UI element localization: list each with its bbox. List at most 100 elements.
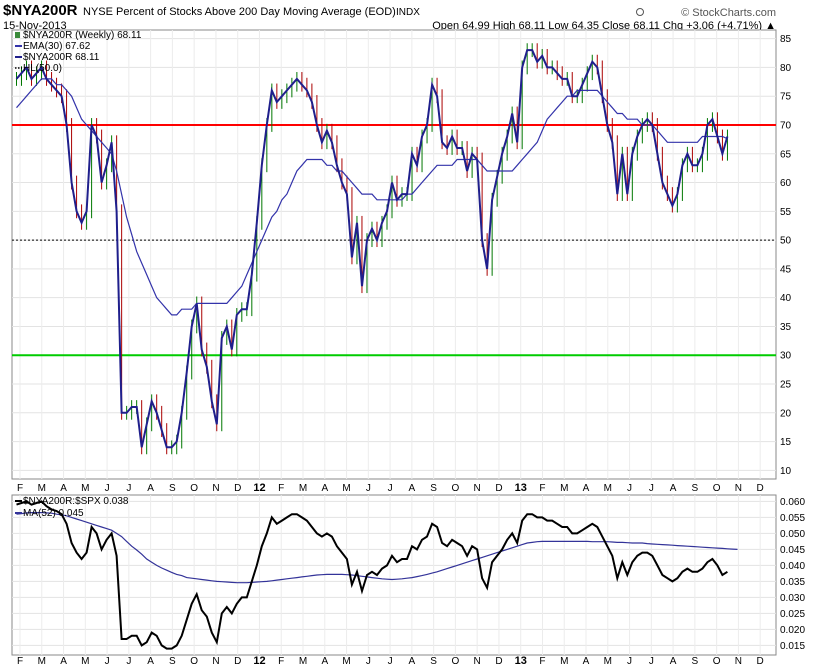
lower-x-tick-label: A — [670, 656, 677, 667]
main-y-tick-label: 85 — [780, 34, 792, 45]
legend-line: $NYA200R 68.11 — [23, 52, 100, 63]
main-x-tick-label: N — [474, 483, 481, 494]
lower-x-tick-label: N — [474, 656, 481, 667]
lower-x-tick-label: J — [388, 656, 393, 667]
ratio-line — [16, 500, 728, 650]
chart-exchange: INDX — [396, 7, 420, 18]
lower-x-tick-label: A — [60, 656, 67, 667]
lower-legend: $NYA200R:$SPX 0.038 MA(52) 0.045 — [15, 496, 129, 519]
lower-x-tick-label: 13 — [515, 655, 527, 667]
lower-y-tick-label: 0.055 — [780, 513, 805, 524]
lower-x-tick-label: F — [278, 656, 284, 667]
lower-x-tick-label: M — [604, 656, 612, 667]
main-x-tick-label: O — [713, 483, 721, 494]
main-x-axis: F M A M J J A S O N D 12 F M A M J J A S O N D 13 F M A M J J A S O N D — [17, 482, 764, 494]
main-x-tick-label: J — [366, 483, 371, 494]
lower-x-tick-label: 12 — [253, 655, 265, 667]
lower-x-tick-label: N — [735, 656, 742, 667]
main-x-tick-label: D — [234, 483, 241, 494]
main-x-tick-label: N — [212, 483, 219, 494]
main-x-tick-label: A — [409, 483, 416, 494]
lower-x-tick-label: O — [190, 656, 198, 667]
lower-y-tick-label: 0.025 — [780, 609, 805, 620]
chart-description: NYSE Percent of Stocks Above 200 Day Mov… — [83, 6, 396, 18]
main-x-tick-label: S — [169, 483, 176, 494]
main-x-tick-label: J — [649, 483, 654, 494]
main-x-tick-label: M — [38, 483, 46, 494]
lower-y-tick-label: 0.035 — [780, 577, 805, 588]
legend-ema: EMA(30) 67.62 — [23, 41, 91, 52]
main-x-tick-label: F — [539, 483, 545, 494]
lower-x-tick-label: A — [409, 656, 416, 667]
main-y-tick-label: 40 — [780, 293, 792, 304]
main-y-tick-label: 35 — [780, 322, 792, 333]
legend-ma: MA(52) 0.045 — [23, 508, 84, 519]
main-y-tick-label: 15 — [780, 437, 792, 448]
main-y-tick-label: 25 — [780, 380, 792, 391]
chart-date: 15-Nov-2013 — [3, 20, 67, 32]
lower-x-tick-label: S — [169, 656, 176, 667]
main-y-tick-label: 65 — [780, 149, 792, 160]
quote-line: Open 64.99 High 68.11 Low 64.35 Close 68… — [432, 20, 776, 32]
lower-x-tick-label: M — [38, 656, 46, 667]
price-line — [15, 49, 729, 449]
main-panel-frame — [11, 29, 777, 480]
lower-x-tick-label: S — [430, 656, 437, 667]
main-y-tick-label: 55 — [780, 207, 792, 218]
lower-x-axis: F M A M J J A S O N D 12 F M A M J J A S O N D 13 F M A M J J A S O N D — [17, 655, 764, 667]
main-y-tick-label: 45 — [780, 264, 792, 275]
lower-x-tick-label: O — [713, 656, 721, 667]
main-x-tick-label: A — [583, 483, 590, 494]
main-x-tick-label: 12 — [253, 482, 265, 494]
lower-y-tick-label: 0.040 — [780, 561, 805, 572]
lower-grid — [12, 500, 776, 646]
lower-y-tick-label: 0.020 — [780, 625, 805, 636]
lower-x-tick-label: M — [299, 656, 307, 667]
legend-hl: HL(50.0) — [23, 63, 62, 74]
lower-x-tick-label: N — [212, 656, 219, 667]
main-x-tick-label: F — [17, 483, 23, 494]
lower-vertical-grid — [19, 495, 761, 655]
main-y-tick-label: 60 — [780, 178, 792, 189]
lower-y-axis: 0.015 0.020 0.025 0.030 0.035 0.040 0.045 0.050… — [780, 497, 805, 652]
main-x-tick-label: A — [670, 483, 677, 494]
main-y-tick-label: 80 — [780, 63, 792, 74]
lower-y-tick-label: 0.060 — [780, 497, 805, 508]
lower-x-tick-label: J — [649, 656, 654, 667]
lower-x-tick-label: J — [126, 656, 131, 667]
lower-x-tick-label: D — [234, 656, 241, 667]
main-series-lines — [15, 49, 729, 449]
lower-x-tick-label: D — [757, 656, 764, 667]
magnifier-icon — [636, 8, 644, 16]
lower-y-tick-label: 0.050 — [780, 529, 805, 540]
legend-swatch-bars — [15, 32, 20, 38]
watermark: © StockCharts.com — [681, 7, 776, 19]
lower-x-tick-label: A — [583, 656, 590, 667]
legend-price: $NYA200R (Weekly) 68.11 — [23, 30, 142, 41]
lower-y-tick-label: 0.015 — [780, 641, 805, 652]
lower-x-tick-label: J — [105, 656, 110, 667]
lower-x-tick-label: D — [495, 656, 502, 667]
main-x-tick-label: A — [147, 483, 154, 494]
main-x-tick-label: A — [321, 483, 328, 494]
lower-x-tick-label: M — [81, 656, 89, 667]
main-x-tick-label: O — [452, 483, 460, 494]
lower-x-tick-label: J — [366, 656, 371, 667]
lower-x-tick-label: M — [560, 656, 568, 667]
main-y-tick-label: 30 — [780, 351, 792, 362]
main-y-tick-label: 10 — [780, 466, 792, 477]
lower-x-tick-label: S — [692, 656, 699, 667]
lower-x-tick-label: F — [17, 656, 23, 667]
main-x-tick-label: J — [126, 483, 131, 494]
main-x-tick-label: A — [60, 483, 67, 494]
main-x-tick-label: M — [299, 483, 307, 494]
lower-x-tick-label: A — [147, 656, 154, 667]
main-legend: $NYA200R (Weekly) 68.11 EMA(30) 67.62 $N… — [15, 30, 142, 74]
lower-panel-frame — [11, 494, 777, 656]
lower-x-tick-label: F — [539, 656, 545, 667]
main-x-tick-label: J — [388, 483, 393, 494]
main-y-tick-label: 20 — [780, 408, 792, 419]
main-x-tick-label: O — [190, 483, 198, 494]
lower-x-tick-label: O — [452, 656, 460, 667]
